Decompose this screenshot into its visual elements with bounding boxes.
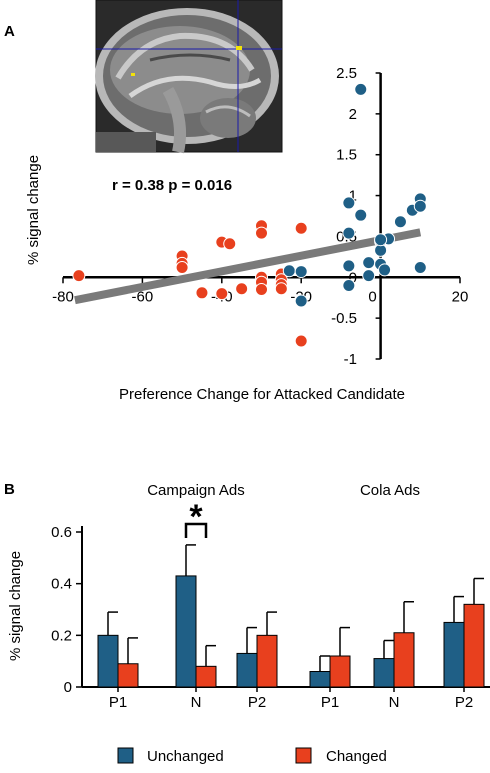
data-point-unchanged	[342, 259, 356, 273]
data-point-changed	[255, 283, 268, 297]
data-point-unchanged	[413, 199, 427, 213]
significance-asterisk: *	[189, 498, 203, 536]
category-label: N	[191, 694, 202, 711]
data-point-changed	[235, 282, 249, 296]
data-point-changed	[195, 286, 209, 300]
data-point-unchanged	[393, 215, 407, 229]
y-tick-label: 1	[349, 188, 357, 205]
activation-blob	[131, 73, 135, 76]
data-point-changed	[255, 226, 268, 240]
correlation-annotation: r = 0.38 p = 0.016	[112, 177, 232, 194]
bar-changed	[393, 632, 415, 688]
legend-swatch-unchanged	[117, 747, 134, 764]
bar-changed	[195, 665, 217, 688]
x-tick-label: 0	[368, 288, 376, 305]
data-point-changed	[294, 334, 308, 348]
data-point-changed	[274, 282, 288, 296]
regression-line	[74, 228, 422, 305]
bar-changed	[463, 603, 485, 688]
bar-changed	[117, 663, 139, 688]
data-point-changed	[223, 237, 237, 251]
category-label: P1	[109, 694, 127, 711]
x-tick-label: -80	[52, 288, 74, 305]
x-tick-label: 20	[452, 288, 469, 305]
scatter-plot: -80-60-40-200202.521.510.50-0.5-1	[52, 65, 468, 368]
bar-changed	[256, 634, 278, 688]
y-tick-label: 2.5	[336, 65, 357, 82]
data-point-unchanged	[354, 82, 368, 96]
legend: Unchanged Changed	[117, 747, 387, 765]
data-point-changed	[72, 269, 86, 283]
group-label-cola-ads: Cola Ads	[360, 482, 420, 499]
category-label: P2	[248, 694, 266, 711]
bar-y-axis-title: % signal change	[7, 551, 24, 661]
bar-chart: 0.6 0.4 0.2 0 P1 N P2 P1 N P2 *	[51, 498, 490, 711]
bar-unchanged	[373, 658, 395, 688]
y-tick-label: -1	[344, 351, 357, 368]
bar-y-tick-label: 0.2	[51, 627, 72, 644]
data-point-unchanged	[378, 263, 392, 277]
bar-y-tick-label: 0.4	[51, 576, 72, 593]
category-label: P1	[321, 694, 339, 711]
data-point-changed	[215, 287, 229, 301]
panel-b-label: B	[4, 481, 15, 498]
data-point-unchanged	[342, 196, 356, 210]
data-point-unchanged	[362, 256, 376, 270]
activation-blob	[236, 46, 242, 50]
bar-changed	[329, 655, 351, 688]
data-point-changed	[294, 221, 308, 235]
y-tick-label: -0.5	[331, 310, 357, 327]
significance-bracket	[184, 522, 208, 538]
group-label-campaign-ads: Campaign Ads	[147, 482, 245, 499]
data-point-unchanged	[294, 265, 308, 279]
legend-label-changed: Changed	[326, 748, 387, 765]
x-tick-label: -60	[132, 288, 154, 305]
bar-unchanged	[175, 575, 197, 688]
data-point-unchanged	[374, 233, 388, 247]
category-label: P2	[455, 694, 473, 711]
mri-brain-image	[95, 0, 283, 154]
y-tick-label: 1.5	[336, 147, 357, 164]
bar-unchanged	[443, 621, 465, 688]
category-label: N	[389, 694, 400, 711]
bar-y-tick-label: 0.6	[51, 524, 72, 541]
y-tick-label: 2	[349, 106, 357, 123]
data-point-unchanged	[294, 294, 308, 308]
panel-a-label: A	[4, 23, 15, 40]
bar-unchanged	[236, 652, 258, 688]
bar-unchanged	[309, 671, 331, 688]
scatter-y-axis-title: % signal change	[25, 155, 42, 265]
data-point-unchanged	[342, 226, 356, 240]
legend-label-unchanged: Unchanged	[147, 748, 224, 765]
bar-y-tick-label: 0	[64, 679, 72, 696]
y-tick-label: 0	[349, 269, 357, 286]
legend-swatch-changed	[295, 747, 312, 764]
scatter-x-axis-title: Preference Change for Attacked Candidate	[119, 386, 405, 403]
data-point-changed	[175, 260, 189, 274]
data-point-unchanged	[282, 264, 296, 278]
data-point-unchanged	[362, 269, 376, 283]
data-point-unchanged	[354, 208, 368, 222]
data-point-unchanged	[413, 260, 427, 274]
data-point-unchanged	[342, 278, 356, 292]
bar-unchanged	[97, 634, 119, 688]
